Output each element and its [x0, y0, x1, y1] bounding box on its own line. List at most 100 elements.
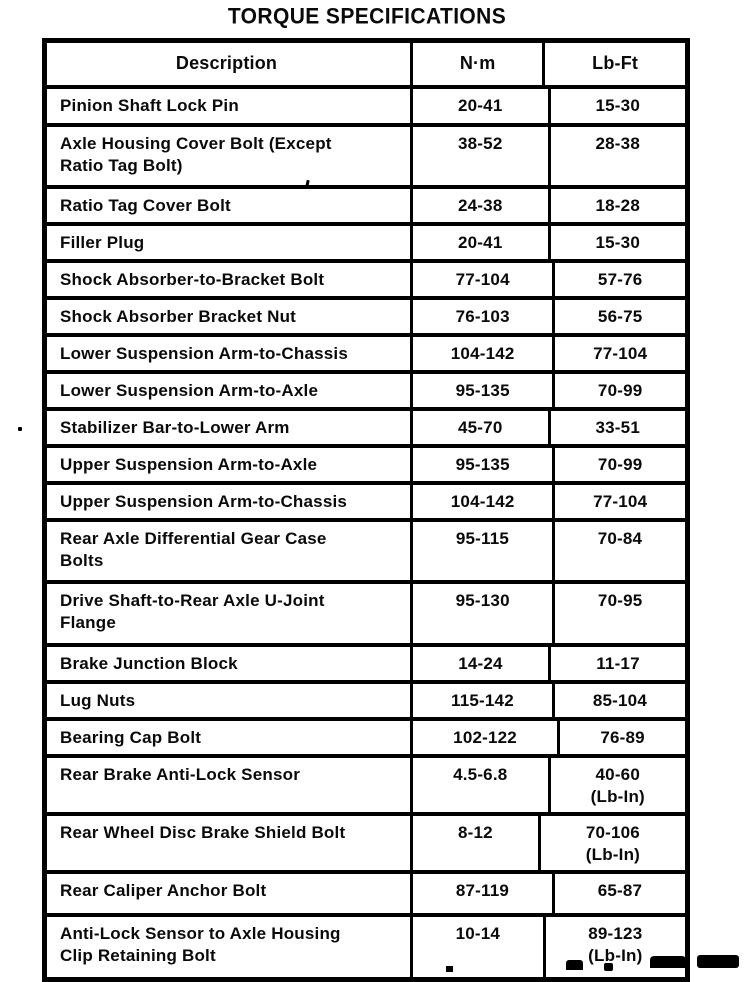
row-description: Rear Axle Differential Gear Case Bolts [60, 529, 327, 571]
row-lbft-value: 70-106 (Lb-In) [537, 816, 685, 871]
lbft-range: 65-87 [597, 881, 643, 901]
table-row: Ratio Tag Cover Bolt 24-38 18-28 [47, 185, 685, 222]
lbft-range: 70-99 [597, 381, 643, 400]
row-nm-value: 8-12 [410, 816, 538, 871]
lbft-range: 40-60 [595, 765, 640, 784]
table-row: Axle Housing Cover Bolt (Except Ratio Ta… [47, 123, 685, 185]
torque-specifications-table: Description N·m Lb-Ft Pinion Shaft Lock … [42, 38, 690, 982]
lbft-unit-note: (Lb-In) [585, 845, 641, 865]
row-lbft-value: 57-76 [552, 263, 685, 296]
row-description: Ratio Tag Cover Bolt [60, 196, 231, 215]
row-description: Pinion Shaft Lock Pin [60, 96, 239, 115]
table-row: Lug Nuts 115-142 85-104 [47, 680, 685, 717]
table-row: Filler Plug 20-41 15-30 [47, 222, 685, 259]
row-lbft-value: 11-17 [547, 647, 685, 680]
row-nm-value: 76-103 [410, 300, 552, 333]
table-row: Upper Suspension Arm-to-Chassis 104-142 … [47, 481, 685, 518]
lbft-range: 70-84 [597, 529, 643, 548]
table-row: Upper Suspension Arm-to-Axle 95-135 70-9… [47, 444, 685, 481]
row-lbft-value: 28-38 [547, 127, 686, 185]
row-lbft-value: 70-99 [552, 374, 685, 407]
row-nm-value: 102-122 [410, 721, 557, 754]
lbft-range: 85-104 [592, 691, 647, 710]
row-lbft-value: 76-89 [557, 721, 685, 754]
table-row: Pinion Shaft Lock Pin 20-41 15-30 [47, 85, 685, 123]
row-lbft-value: 56-75 [552, 300, 685, 333]
lbft-unit-note: (Lb-In) [590, 787, 645, 807]
row-nm-value: 87-119 [410, 874, 552, 914]
table-row: Stabilizer Bar-to-Lower Arm 45-70 33-51 [47, 407, 685, 444]
cutoff-text-fragment [650, 956, 686, 968]
row-nm-value: 95-135 [410, 448, 552, 481]
page-title: TORQUE SPECIFICATIONS [227, 4, 507, 29]
row-description: Lower Suspension Arm-to-Axle [60, 381, 319, 400]
row-description: Anti-Lock Sensor to Axle Housing Clip Re… [60, 924, 341, 966]
cutoff-text-fragment [566, 960, 583, 970]
row-nm-value: 20-41 [410, 89, 548, 123]
row-description: Rear Brake Anti-Lock Sensor [60, 765, 301, 784]
lbft-range: 76-89 [600, 728, 645, 747]
lbft-range: 89-123 [588, 924, 643, 944]
row-nm-value: 115-142 [410, 684, 552, 717]
row-description: Shock Absorber Bracket Nut [60, 307, 297, 326]
table-row: Rear Wheel Disc Brake Shield Bolt 8-12 7… [47, 812, 685, 871]
table-row: Shock Absorber Bracket Nut 76-103 56-75 [47, 296, 685, 333]
table-row: Rear Caliper Anchor Bolt 87-119 65-87 [47, 870, 685, 914]
lbft-range: 77-104 [593, 492, 648, 511]
row-description: Stabilizer Bar-to-Lower Arm [60, 418, 290, 437]
scan-speck [18, 427, 22, 431]
row-nm-value: 104-142 [410, 337, 552, 370]
row-nm-value: 38-52 [410, 127, 548, 185]
row-lbft-value: 77-104 [552, 337, 685, 370]
row-description: Rear Caliper Anchor Bolt [60, 881, 267, 901]
table-row: Brake Junction Block 14-24 11-17 [47, 643, 685, 680]
table-header-row: Description N·m Lb-Ft [47, 43, 685, 85]
row-description: Drive Shaft-to-Rear Axle U-Joint Flange [60, 591, 325, 633]
row-lbft-value: 65-87 [551, 874, 685, 914]
lbft-range: 18-28 [595, 196, 640, 215]
header-description: Description [175, 53, 278, 74]
row-nm-value: 45-70 [410, 411, 548, 444]
row-description: Lug Nuts [60, 691, 136, 710]
row-nm-value: 10-14 [410, 917, 543, 978]
row-nm-value: 24-38 [410, 189, 548, 222]
row-lbft-value: 77-104 [552, 485, 685, 518]
table-row: Lower Suspension Arm-to-Axle 95-135 70-9… [47, 370, 685, 407]
row-lbft-value: 15-30 [547, 226, 686, 259]
row-lbft-value: 40-60 (Lb-In) [547, 758, 685, 813]
row-nm-value: 20-41 [410, 226, 548, 259]
lbft-range: 70-99 [597, 455, 643, 474]
header-nm: N·m [410, 43, 542, 85]
row-nm-value: 95-135 [410, 374, 552, 407]
row-lbft-value: 70-99 [552, 448, 685, 481]
table-row: Drive Shaft-to-Rear Axle U-Joint Flange … [47, 580, 685, 643]
cutoff-text-fragment [604, 963, 613, 971]
row-lbft-value: 89-123 (Lb-In) [542, 917, 685, 978]
row-nm-value: 95-130 [410, 584, 552, 643]
row-description: Axle Housing Cover Bolt (Except Ratio Ta… [60, 134, 332, 176]
row-lbft-value: 33-51 [547, 411, 686, 444]
lbft-range: 77-104 [593, 344, 648, 363]
table-row: Rear Axle Differential Gear Case Bolts 9… [47, 518, 685, 580]
cutoff-text-fragment [697, 955, 739, 968]
lbft-range: 56-75 [597, 307, 643, 326]
row-lbft-value: 85-104 [551, 684, 685, 717]
row-description: Lower Suspension Arm-to-Chassis [60, 344, 349, 363]
table-body: Pinion Shaft Lock Pin 20-41 15-30 Axle H… [47, 85, 685, 978]
table-row: Rear Brake Anti-Lock Sensor 4.5-6.8 40-6… [47, 754, 685, 813]
lbft-range: 70-106 [585, 823, 640, 843]
row-lbft-value: 70-84 [551, 522, 685, 580]
row-lbft-value: 18-28 [547, 189, 686, 222]
row-description: Bearing Cap Bolt [60, 728, 202, 747]
lbft-range: 70-95 [597, 591, 643, 610]
table-row: Anti-Lock Sensor to Axle Housing Clip Re… [47, 913, 685, 978]
lbft-range: 15-30 [595, 233, 640, 252]
row-nm-value: 77-104 [410, 263, 552, 296]
cutoff-text-fragment [446, 966, 453, 972]
row-lbft-value: 15-30 [547, 89, 686, 123]
row-description: Upper Suspension Arm-to-Chassis [60, 492, 348, 511]
row-nm-value: 95-115 [410, 522, 552, 580]
table-row: Bearing Cap Bolt 102-122 76-89 [47, 717, 685, 754]
lbft-unit-note: (Lb-In) [588, 946, 643, 966]
row-description: Rear Wheel Disc Brake Shield Bolt [60, 823, 346, 843]
